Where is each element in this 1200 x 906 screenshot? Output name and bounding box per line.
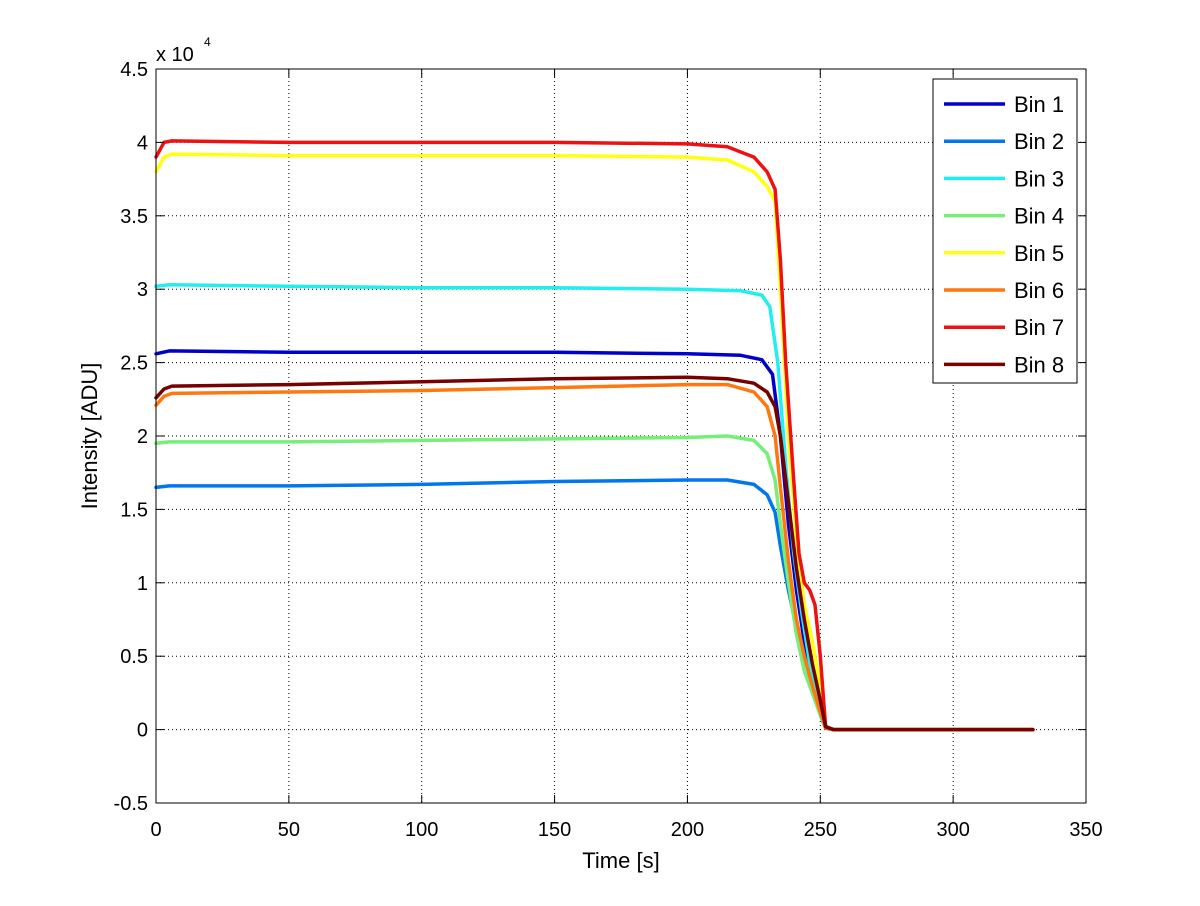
y-tick-label: 1.5 xyxy=(120,499,148,521)
y-tick-label: 4 xyxy=(137,132,148,154)
y-tick-label: 3.5 xyxy=(120,206,148,228)
y-tick-label: 1 xyxy=(137,573,148,595)
y-tick-label: 2.5 xyxy=(120,353,148,375)
y-tick-label: 4.5 xyxy=(120,59,148,81)
y-tick-label: 3 xyxy=(137,279,148,301)
series-line-bin-7 xyxy=(154,139,1035,732)
legend-label-bin-3: Bin 3 xyxy=(1014,166,1064,191)
y-exponent-label: x 10 xyxy=(156,44,194,66)
x-tick-label: 0 xyxy=(150,819,161,841)
legend-items: Bin 1 Bin 2 Bin 3 Bin 4 Bin 5 Bin 6 Bin 7 Bin 8 xyxy=(944,92,1064,377)
series-line-bin-6 xyxy=(154,382,1035,732)
x-tick-label: 50 xyxy=(278,819,300,841)
x-tick-label: 150 xyxy=(538,819,571,841)
y-tick-label: 0 xyxy=(137,720,148,742)
legend-label-bin-6: Bin 6 xyxy=(1014,278,1064,303)
legend-box xyxy=(932,78,1078,384)
x-tick-label: 200 xyxy=(671,819,704,841)
y-tick-label: 0.5 xyxy=(120,646,148,668)
legend-label-bin-5: Bin 5 xyxy=(1014,241,1064,266)
x-tick-label: 250 xyxy=(804,819,837,841)
y-tick-label: 2 xyxy=(137,426,148,448)
x-tick-label: 100 xyxy=(405,819,438,841)
y-axis-label: Intensity [ADU] xyxy=(77,363,102,510)
legend-label-bin-1: Bin 1 xyxy=(1014,92,1064,117)
legend-label-bin-2: Bin 2 xyxy=(1014,129,1064,154)
data-series xyxy=(154,139,1035,732)
legend-label-bin-7: Bin 7 xyxy=(1014,315,1064,340)
series-line-bin-5 xyxy=(154,152,1035,732)
legend-label-bin-8: Bin 8 xyxy=(1014,352,1064,377)
x-tick-label: 300 xyxy=(936,819,969,841)
legend: Bin 1 Bin 2 Bin 3 Bin 4 Bin 5 Bin 6 Bin 7 Bin 8 xyxy=(932,78,1078,384)
x-axis-label: Time [s] xyxy=(582,848,659,873)
y-tick-label: -0.5 xyxy=(114,793,148,815)
legend-label-bin-4: Bin 4 xyxy=(1014,204,1064,229)
y-exponent-power: 4 xyxy=(204,35,211,49)
series-line-bin-8 xyxy=(154,375,1035,732)
axis-ticks: 0 50 100 150 200 250 300 350-0.500.511.522.533.… xyxy=(114,59,1103,841)
x-tick-label: 350 xyxy=(1069,819,1102,841)
